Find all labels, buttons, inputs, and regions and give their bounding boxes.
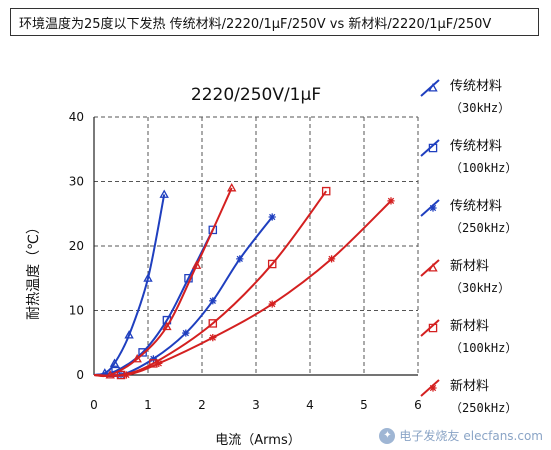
data-point <box>109 358 120 367</box>
legend-marker <box>429 384 437 392</box>
legend-sublabel: （250kHz） <box>450 221 517 235</box>
watermark-domain: elecfans.com <box>463 428 543 443</box>
data-point <box>236 255 244 263</box>
x-tick-label: 2 <box>198 398 206 412</box>
series-line-5 <box>93 190 328 377</box>
watermark-text: 电子发烧友 <box>399 429 460 443</box>
legend-marker <box>429 204 437 212</box>
legend-line <box>420 259 440 277</box>
y-tick-label: 40 <box>69 110 84 124</box>
chart-header: 环境温度为25度以下发热 传统材料/2220/1μF/250V vs 新材料/2… <box>10 8 539 36</box>
legend-label: 传统材料 <box>450 199 502 214</box>
header-text: 环境温度为25度以下发热 传统材料/2220/1μF/250V vs 新材料/2… <box>19 16 492 32</box>
legend-line <box>420 79 440 97</box>
data-point <box>191 260 202 269</box>
chart-title: 2220/250V/1μF <box>191 85 321 105</box>
y-axis-label: 耐热温度（℃） <box>26 220 42 320</box>
legend-sublabel: （250kHz） <box>450 401 517 415</box>
data-point <box>208 319 218 328</box>
data-point <box>143 273 153 282</box>
data-point <box>159 189 169 198</box>
x-tick-label: 1 <box>144 398 152 412</box>
legend-label: 新材料 <box>450 258 489 274</box>
x-axis-label: 电流（Arms） <box>215 433 300 448</box>
data-point <box>182 329 190 337</box>
data-point <box>184 274 193 283</box>
y-tick-label: 30 <box>69 175 84 189</box>
data-point <box>124 330 134 339</box>
legend-label: 传统材料 <box>450 79 502 94</box>
y-tick-label: 20 <box>69 239 84 253</box>
legend-sublabel: （30kHz） <box>450 101 510 115</box>
data-point <box>122 371 130 379</box>
logo-icon: ✦ <box>379 427 396 444</box>
series-line-4 <box>93 187 233 378</box>
x-tick-label: 0 <box>90 398 98 412</box>
x-tick-label: 5 <box>360 398 368 412</box>
legend-marker <box>428 143 438 153</box>
data-point <box>162 321 172 331</box>
legend-marker <box>428 323 438 333</box>
data-point <box>328 255 336 263</box>
x-tick-label: 4 <box>306 398 314 412</box>
y-tick-label: 10 <box>69 304 84 318</box>
legend-sublabel: （100kHz） <box>450 161 517 175</box>
data-point <box>268 213 276 221</box>
series-line-1 <box>93 194 166 376</box>
x-tick-label: 6 <box>414 398 422 412</box>
data-point <box>267 259 277 269</box>
x-tick-label: 3 <box>252 398 260 412</box>
data-point <box>209 297 217 305</box>
legend-label: 新材料 <box>450 318 489 334</box>
watermark: ✦ 电子发烧友 elecfans.com <box>379 427 543 444</box>
data-point <box>268 300 276 308</box>
data-point <box>321 186 331 196</box>
data-point <box>105 370 115 379</box>
data-point <box>149 355 157 363</box>
legend-sublabel: （30kHz） <box>450 281 510 295</box>
data-point <box>155 359 163 367</box>
y-tick-label: 0 <box>76 368 84 382</box>
data-point <box>149 359 158 368</box>
legend-marker <box>428 263 438 272</box>
legend-label: 传统材料 <box>450 139 502 154</box>
legend-marker <box>428 83 438 92</box>
data-point <box>132 353 142 363</box>
legend-label: 新材料 <box>450 378 489 394</box>
legend-sublabel: （100kHz） <box>450 341 517 355</box>
data-point <box>162 315 172 325</box>
data-point <box>138 348 147 357</box>
data-point <box>209 333 217 342</box>
data-point <box>387 197 395 205</box>
data-point <box>226 183 237 192</box>
